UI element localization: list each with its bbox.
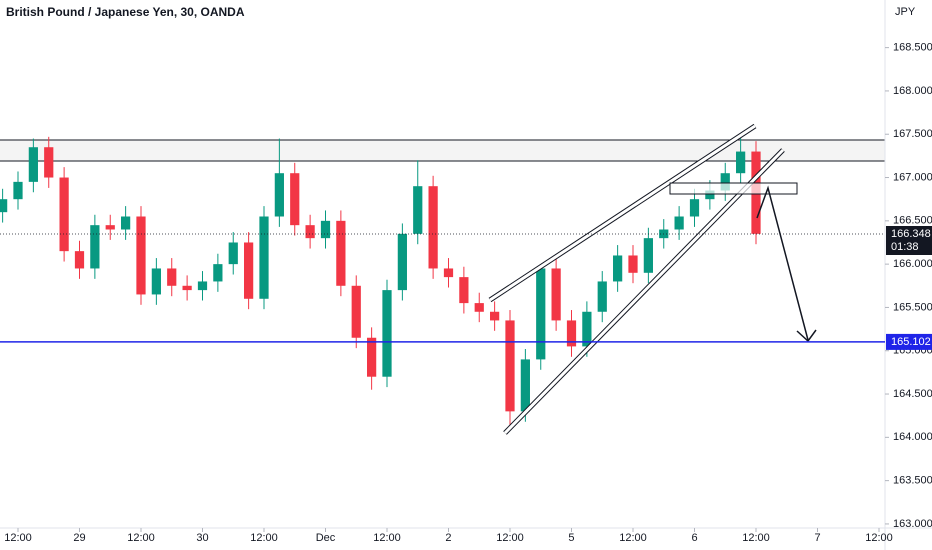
y-tick-label: 168.000 [893, 85, 932, 97]
candle-body [182, 285, 192, 291]
x-tick-label: 12:00 [619, 532, 647, 544]
y-axis-unit: JPY [895, 6, 916, 18]
support-price-label: 165.102 [891, 336, 931, 348]
candle-body [167, 268, 177, 286]
x-tick-label: 6 [691, 532, 697, 544]
candle-body [397, 233, 407, 291]
candle-body [459, 277, 469, 304]
y-tick-label: 163.000 [893, 518, 932, 530]
candle-body [689, 199, 700, 217]
y-tick-label: 166.500 [893, 215, 932, 227]
candle-body [367, 337, 377, 377]
last-price-box [886, 225, 932, 255]
resistance-zone [0, 140, 885, 161]
candle-body [474, 303, 484, 312]
candle-body [705, 190, 715, 200]
y-tick-label: 164.000 [893, 431, 932, 443]
x-tick-label: 12:00 [496, 532, 524, 544]
x-tick-label: 5 [568, 532, 574, 544]
candle-body [105, 225, 115, 230]
y-tick-label: 165.500 [893, 301, 932, 313]
last-price-label: 166.348 [891, 228, 931, 240]
candle-body [28, 147, 38, 182]
x-tick-label: 12:00 [127, 532, 155, 544]
x-tick-label: 30 [196, 532, 208, 544]
countdown-label: 01:38 [891, 241, 919, 253]
candle-body [520, 359, 530, 412]
candle-body [536, 268, 546, 360]
candle-body [720, 173, 730, 191]
candle-body [121, 216, 131, 230]
candle-body [0, 199, 8, 213]
x-tick-label: Dec [316, 532, 336, 544]
candle-body [413, 186, 423, 234]
candle-body [428, 186, 438, 269]
candle-body [290, 173, 300, 226]
candle-body [582, 311, 592, 347]
candle-body [197, 281, 208, 291]
candle-body [213, 264, 223, 282]
x-tick-label: 2 [445, 532, 451, 544]
candle-body [566, 320, 577, 347]
candle-body [136, 216, 146, 295]
candle-body [551, 268, 561, 321]
candle-body [13, 181, 23, 200]
x-tick-label: 12:00 [373, 532, 401, 544]
chart-title: British Pound / Japanese Yen, 30, OANDA [6, 5, 245, 19]
candle-body [228, 242, 238, 265]
candle-body [382, 290, 392, 377]
candle-body [320, 220, 331, 239]
x-tick-label: 12:00 [4, 532, 32, 544]
candle-body [490, 311, 500, 321]
x-tick-label: 12:00 [250, 532, 278, 544]
channel-upper-inner [489, 124, 756, 302]
x-tick-label: 12:00 [865, 532, 893, 544]
candle-body [351, 285, 361, 338]
x-tick-label: 7 [814, 532, 820, 544]
candle-body [643, 238, 653, 273]
candle-body [505, 320, 515, 412]
y-tick-label: 167.500 [893, 128, 932, 140]
candle-body [244, 242, 254, 299]
candle-body [151, 268, 161, 295]
candle-body [305, 225, 315, 239]
y-tick-label: 164.500 [893, 388, 932, 400]
x-tick-label: 29 [73, 532, 85, 544]
candle-body [274, 173, 284, 217]
candle-body [443, 268, 454, 278]
projection-arrow [756, 185, 809, 341]
candle-body [44, 147, 54, 178]
y-tick-label: 163.500 [893, 475, 932, 487]
candle-body [90, 225, 100, 269]
candle-body [259, 216, 269, 299]
candle-body [597, 281, 607, 312]
candle-body [74, 251, 85, 269]
y-tick-label: 167.000 [893, 171, 932, 183]
candle-body [336, 220, 346, 286]
candle-body [628, 255, 638, 273]
candle-body [674, 216, 684, 230]
x-tick-label: 12:00 [742, 532, 770, 544]
candle-body [736, 151, 746, 174]
arrow-head [796, 329, 817, 343]
support-price-box [886, 333, 932, 350]
candle-body [59, 177, 69, 252]
drawings-overlay [488, 123, 817, 435]
y-tick-label: 166.000 [893, 258, 932, 270]
retest-box [669, 182, 798, 195]
channel-lower-inner [503, 148, 785, 435]
candle-body [613, 255, 623, 282]
y-tick-label: 168.500 [893, 42, 932, 54]
